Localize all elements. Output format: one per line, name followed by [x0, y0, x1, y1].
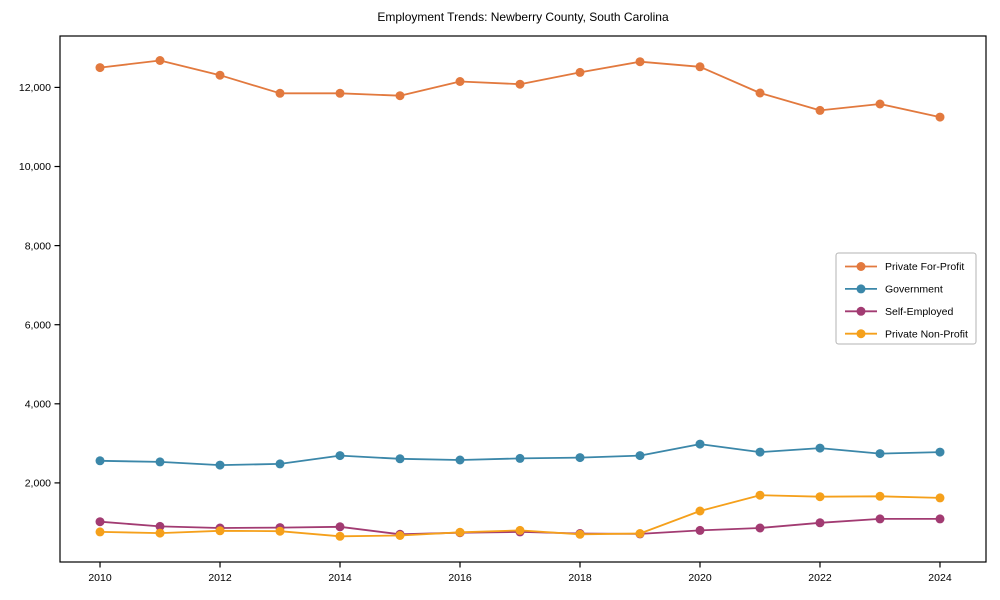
data-point-private-for-profit-2022 [815, 105, 825, 115]
legend-label: Private Non-Profit [885, 328, 968, 340]
data-point-private-for-profit-2013 [275, 88, 285, 98]
x-tick-label: 2014 [328, 572, 352, 584]
data-point-government-2011 [155, 457, 165, 467]
series-private-for-profit [95, 56, 945, 122]
y-tick-label: 6,000 [25, 319, 51, 331]
data-point-private-non-profit-2024 [935, 493, 945, 503]
data-point-private-for-profit-2021 [755, 88, 765, 98]
data-point-government-2024 [935, 447, 945, 457]
data-point-private-non-profit-2022 [815, 492, 825, 502]
legend-label: Private For-Profit [885, 261, 964, 273]
x-tick-label: 2010 [88, 572, 112, 584]
data-point-private-non-profit-2017 [515, 525, 525, 535]
legend-frame [835, 252, 977, 345]
data-point-private-non-profit-2011 [155, 528, 165, 538]
data-point-government-2022 [815, 443, 825, 453]
data-point-private-non-profit-2020 [695, 506, 705, 516]
data-point-private-for-profit-2014 [335, 88, 345, 98]
data-point-self-employed-2021 [755, 523, 765, 533]
data-point-government-2013 [275, 459, 285, 469]
data-point-private-for-profit-2015 [395, 91, 405, 101]
data-point-private-non-profit-2016 [455, 527, 465, 537]
plot-frame [59, 35, 987, 563]
data-point-private-non-profit-2013 [275, 526, 285, 536]
data-point-government-2018 [575, 453, 585, 463]
data-point-self-employed-2020 [695, 525, 705, 535]
data-point-private-non-profit-2015 [395, 531, 405, 540]
data-point-private-for-profit-2020 [695, 62, 705, 72]
x-tick-label: 2022 [808, 572, 832, 584]
data-point-private-for-profit-2024 [935, 112, 945, 122]
y-tick-label: 2,000 [25, 478, 51, 490]
data-point-government-2015 [395, 454, 405, 464]
data-point-private-for-profit-2017 [515, 79, 525, 89]
data-point-private-for-profit-2023 [875, 99, 885, 109]
data-point-self-employed-2024 [935, 514, 945, 524]
data-point-government-2010 [95, 456, 105, 466]
x-tick-label: 2016 [448, 572, 472, 584]
data-point-private-for-profit-2019 [635, 57, 645, 67]
data-point-private-non-profit-2014 [335, 531, 345, 541]
legend-marker-icon [856, 306, 866, 316]
data-point-self-employed-2023 [875, 514, 885, 524]
x-tick-label: 2018 [568, 572, 592, 584]
legend-item-private-for-profit: Private For-Profit [845, 261, 964, 273]
data-point-private-for-profit-2018 [575, 67, 585, 77]
data-point-government-2012 [215, 460, 225, 470]
data-point-private-non-profit-2019 [635, 529, 645, 538]
data-point-government-2016 [455, 455, 465, 465]
data-point-self-employed-2011 [155, 521, 165, 531]
y-tick-label: 12,000 [19, 82, 51, 94]
series-government [95, 439, 945, 470]
y-axis: 2,000 4,000 6,000 8,000 10,000 12,000 [19, 82, 60, 490]
legend-item-government: Government [845, 284, 943, 296]
data-point-self-employed-2010 [95, 517, 105, 527]
data-point-private-non-profit-2021 [755, 490, 765, 500]
data-point-private-for-profit-2010 [95, 63, 105, 73]
legend-label: Self-Employed [885, 306, 953, 318]
data-point-government-2019 [635, 451, 645, 461]
y-tick-label: 8,000 [25, 240, 51, 252]
y-tick-label: 10,000 [19, 161, 51, 173]
data-point-private-for-profit-2012 [215, 70, 225, 80]
legend-item-self-employed: Self-Employed [845, 306, 953, 318]
data-point-private-for-profit-2016 [455, 77, 465, 86]
data-point-private-for-profit-2011 [155, 56, 165, 65]
x-tick-label: 2020 [688, 572, 712, 584]
data-point-private-non-profit-2023 [875, 491, 885, 501]
legend-marker-icon [856, 284, 866, 294]
data-point-self-employed-2014 [335, 522, 345, 532]
data-point-self-employed-2022 [815, 518, 825, 528]
data-point-private-non-profit-2018 [575, 529, 585, 539]
plot-area: 2,000 4,000 6,000 8,000 10,000 12,000 2010 2012… [19, 35, 987, 584]
chart-title: Employment Trends: Newberry County, Sout… [377, 10, 669, 24]
x-tick-label: 2024 [928, 572, 952, 584]
legend-item-private-non-profit: Private Non-Profit [845, 328, 968, 340]
data-point-government-2020 [695, 439, 705, 449]
data-point-private-non-profit-2012 [215, 526, 225, 536]
legend: Private For-Profit Government Self-Employe… [835, 252, 977, 345]
data-point-government-2014 [335, 451, 345, 461]
series-line-private-for-profit [99, 59, 941, 118]
x-tick-label: 2012 [208, 572, 232, 584]
data-point-government-2023 [875, 449, 885, 459]
series-private-non-profit [95, 490, 945, 541]
data-point-government-2017 [515, 453, 525, 463]
legend-label: Government [885, 284, 943, 296]
data-point-government-2021 [755, 447, 765, 457]
x-axis: 2010 2012 2014 2016 2018 2020 2022 2024 [88, 562, 952, 584]
y-tick-label: 4,000 [25, 399, 51, 411]
legend-marker-icon [856, 329, 866, 339]
legend-marker-icon [856, 262, 866, 271]
data-point-private-non-profit-2010 [95, 527, 105, 537]
